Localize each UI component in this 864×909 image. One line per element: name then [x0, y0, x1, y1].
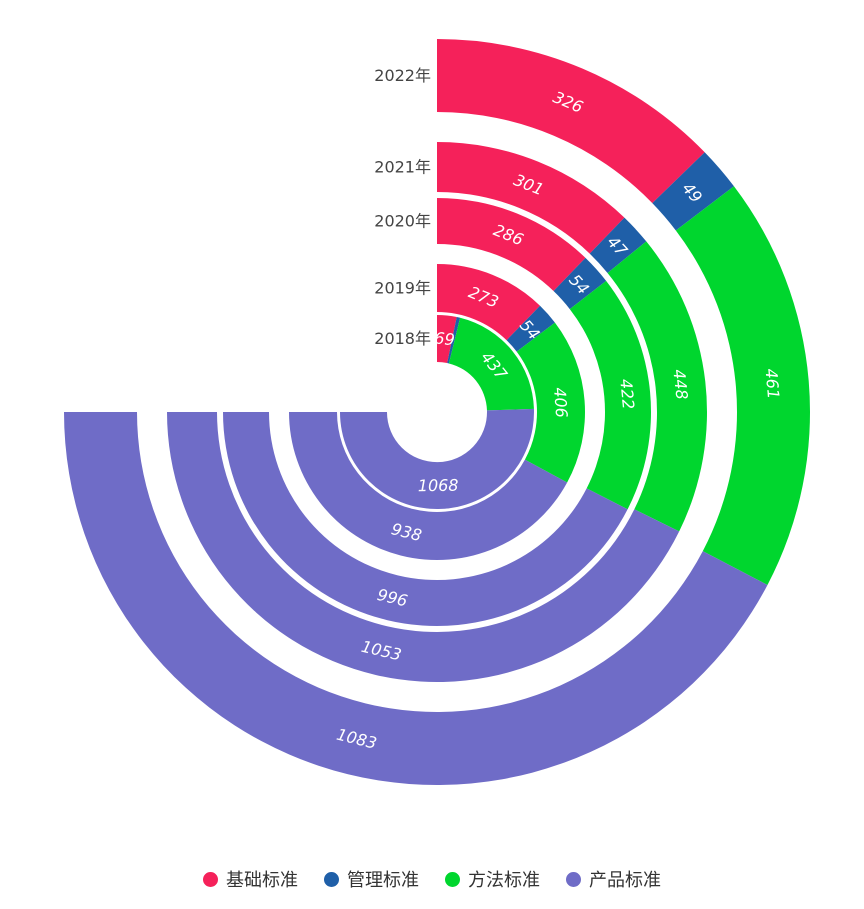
data-label-基础标准-2018年: 69 — [433, 328, 455, 349]
legend-dot-icon — [324, 871, 339, 887]
arc-基础标准-2021年[interactable] — [437, 142, 625, 254]
legend-dot-icon — [203, 871, 218, 887]
legend-label: 管理标准 — [347, 870, 419, 891]
legend-item-管理标准[interactable]: 管理标准 — [324, 866, 419, 892]
category-label-2020年: 2020年 — [374, 212, 431, 231]
legend-dot-icon — [566, 871, 581, 887]
legend-dot-icon — [445, 871, 460, 887]
arc-管理标准-2020年[interactable] — [553, 257, 607, 310]
legend-label: 基础标准 — [226, 870, 298, 891]
data-label-方法标准-2021年: 448 — [669, 368, 691, 400]
legend-label: 产品标准 — [589, 870, 661, 891]
category-label-2021年: 2021年 — [374, 158, 431, 177]
data-label-方法标准-2022年: 461 — [762, 368, 783, 400]
category-label-2018年: 2018年 — [374, 329, 431, 348]
category-label-2022年: 2022年 — [374, 66, 431, 85]
arc-基础标准-2019年[interactable] — [437, 264, 541, 341]
arc-基础标准-2018年[interactable] — [437, 315, 457, 364]
arc-产品标准-2018年[interactable] — [340, 408, 534, 510]
arc-管理标准-2019年[interactable] — [506, 305, 555, 352]
arc-方法标准-2019年[interactable] — [516, 322, 585, 483]
legend-item-基础标准[interactable]: 基础标准 — [203, 866, 298, 892]
category-label-2019年: 2019年 — [374, 279, 431, 298]
arc-产品标准-2019年[interactable] — [289, 412, 568, 560]
legend-label: 方法标准 — [468, 870, 540, 891]
arc-产品标准-2022年[interactable] — [64, 412, 768, 785]
legend-item-方法标准[interactable]: 方法标准 — [445, 866, 540, 892]
data-label-方法标准-2020年: 422 — [616, 378, 638, 410]
data-label-方法标准-2019年: 406 — [550, 387, 571, 419]
arc-方法标准-2021年[interactable] — [607, 241, 708, 532]
legend-item-产品标准[interactable]: 产品标准 — [566, 866, 661, 892]
arc-产品标准-2020年[interactable] — [223, 412, 628, 626]
arc-方法标准-2022年[interactable] — [675, 186, 811, 585]
category-labels: 2018年 2019年 2020年 2021年 2022年 — [374, 66, 431, 348]
arc-产品标准-2021年[interactable] — [167, 412, 680, 683]
data-label-产品标准-2018年: 1068 — [418, 476, 459, 496]
arc-管理标准-2022年[interactable] — [652, 152, 734, 231]
arc-管理标准-2021年[interactable] — [589, 217, 647, 273]
arc-方法标准-2020年[interactable] — [569, 280, 652, 510]
arc-管理标准-2018年[interactable] — [447, 317, 461, 364]
arc-基础标准-2020年[interactable] — [437, 198, 586, 291]
arc-基础标准-2022年[interactable] — [437, 39, 705, 204]
arc-方法标准-2018年[interactable] — [448, 317, 534, 411]
chart-rings — [64, 39, 811, 785]
legend: 基础标准 管理标准 方法标准 产品标准 — [0, 866, 864, 892]
